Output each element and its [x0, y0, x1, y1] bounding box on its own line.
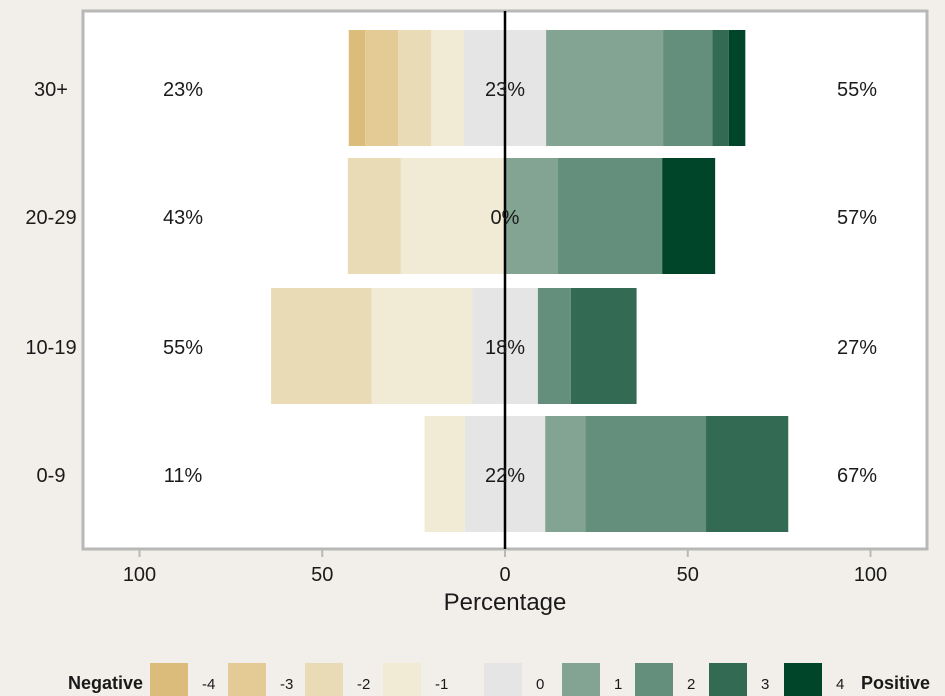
x-tick-label: 50	[311, 564, 333, 586]
bar-segment-30+-level--1	[430, 30, 464, 146]
positive-percent-label: 55%	[837, 79, 877, 101]
y-axis: 30+ 20-29 10-19 0-9	[25, 79, 76, 487]
x-tick-label: 100	[854, 564, 887, 586]
bar-segment-20-29-level-2	[557, 158, 663, 274]
bar-segment-30+-level-1	[546, 30, 664, 146]
bar-segment-0-9-level-2	[585, 416, 707, 532]
bar-segment-20-29-level--2	[347, 158, 401, 274]
legend-item-label: 4	[836, 676, 844, 693]
bar-segment-30+-level-2	[663, 30, 713, 146]
bar-segment-10-19-level--1	[371, 288, 473, 404]
legend-swatch-4	[784, 663, 822, 696]
x-axis-title: Percentage	[444, 589, 567, 616]
legend-swatch-1	[562, 663, 600, 696]
legend-item-label: 0	[536, 676, 544, 693]
legend-swatch-0	[484, 663, 522, 696]
legend: Negative -4 -3 -2 -1 0 1 2 3 4 Positive	[68, 663, 930, 696]
x-tick-label: 50	[677, 564, 699, 586]
neutral-percent-label: 22%	[485, 465, 525, 487]
bar-segment-0-9-level--1	[424, 416, 465, 532]
legend-negative-label: Negative	[68, 673, 143, 693]
bar-segment-10-19-level-2	[537, 288, 571, 404]
positive-percent-label: 67%	[837, 465, 877, 487]
negative-percent-label: 11%	[164, 465, 203, 487]
legend-item-label: 1	[614, 676, 622, 693]
positive-percent-label: 57%	[837, 207, 877, 229]
neutral-percent-label: 18%	[485, 337, 525, 359]
negative-percent-label: 23%	[163, 79, 203, 101]
bar-segment-10-19-level-3	[570, 288, 637, 404]
bars-layer	[271, 30, 789, 532]
neutral-percent-label: 0%	[491, 207, 520, 229]
bar-segment-10-19-level--2	[271, 288, 372, 404]
x-tick-label: 0	[499, 564, 510, 586]
bar-segment-20-29-level--1	[400, 158, 505, 274]
legend-item-label: -1	[435, 676, 448, 693]
y-tick-label: 10-19	[25, 337, 76, 359]
legend-swatch-2	[635, 663, 673, 696]
bar-segment-30+-level--3	[365, 30, 399, 146]
negative-percent-label: 43%	[163, 207, 203, 229]
legend-swatch--2	[305, 663, 343, 696]
legend-item-label: -2	[357, 676, 370, 693]
y-tick-label: 30+	[34, 79, 68, 101]
positive-percent-label: 27%	[837, 337, 877, 359]
legend-swatch-3	[709, 663, 747, 696]
bar-segment-0-9-level-3	[706, 416, 789, 532]
bar-segment-30+-level-4	[728, 30, 746, 146]
legend-item-label: 3	[761, 676, 769, 693]
bar-segment-30+-level-3	[712, 30, 729, 146]
legend-swatch--4	[150, 663, 188, 696]
bar-segment-30+-level--2	[398, 30, 431, 146]
legend-item-label: -4	[202, 676, 215, 693]
bar-segment-30+-level--4	[348, 30, 366, 146]
x-axis: 100 50 0 50 100	[123, 549, 887, 586]
negative-percent-label: 55%	[163, 337, 203, 359]
neutral-percent-label: 23%	[485, 79, 525, 101]
bar-segment-20-29-level-4	[662, 158, 716, 274]
legend-positive-label: Positive	[861, 673, 930, 693]
bar-segment-0-9-level-1	[545, 416, 586, 532]
bar-segment-20-29-level-1	[505, 158, 558, 274]
legend-swatch--3	[228, 663, 266, 696]
y-tick-label: 0-9	[37, 465, 66, 487]
x-tick-label: 100	[123, 564, 156, 586]
y-tick-label: 20-29	[25, 207, 76, 229]
labels-layer: 23% 23% 55% 43% 0% 57% 55% 18% 27% 11% 22% 67%	[163, 79, 877, 487]
legend-swatch--1	[383, 663, 421, 696]
legend-item-label: -3	[280, 676, 293, 693]
legend-item-label: 2	[687, 676, 695, 693]
